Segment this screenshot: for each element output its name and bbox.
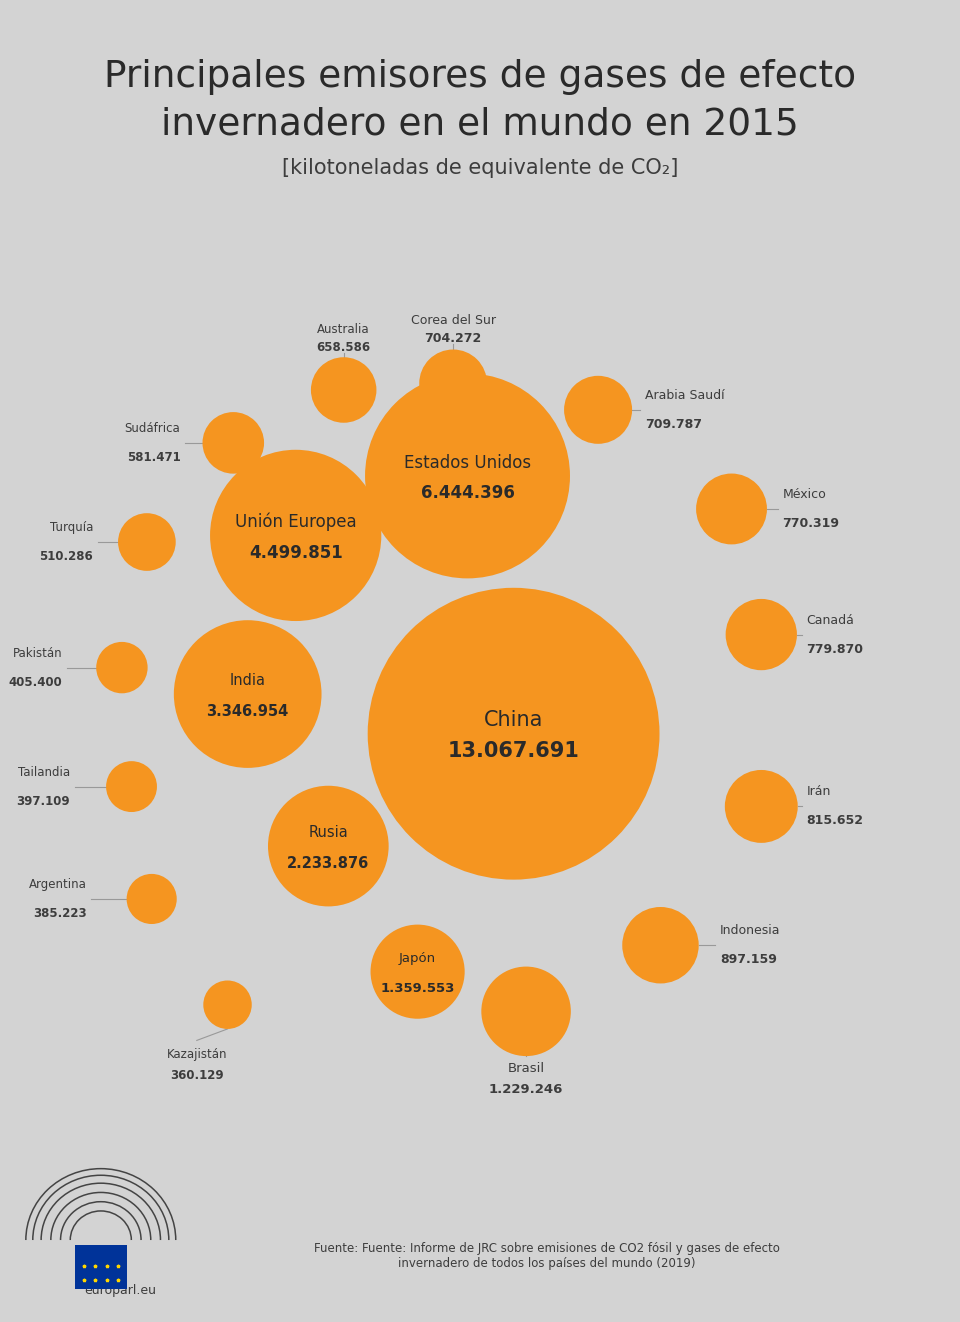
Text: 897.159: 897.159 bbox=[720, 953, 777, 966]
Text: Estados Unidos: Estados Unidos bbox=[404, 453, 531, 472]
Text: Corea del Sur: Corea del Sur bbox=[411, 313, 495, 327]
Text: Canadá: Canadá bbox=[806, 613, 854, 627]
Text: 385.223: 385.223 bbox=[33, 907, 86, 920]
Ellipse shape bbox=[96, 642, 148, 693]
Text: 3.346.954: 3.346.954 bbox=[206, 703, 289, 719]
Bar bbox=[75, 1245, 127, 1289]
Text: China: China bbox=[484, 710, 543, 731]
Text: 510.286: 510.286 bbox=[39, 550, 93, 563]
Ellipse shape bbox=[420, 349, 487, 418]
Text: Tailandia: Tailandia bbox=[18, 765, 70, 779]
Ellipse shape bbox=[203, 412, 264, 473]
Text: Arabia Saudí: Arabia Saudí bbox=[645, 389, 725, 402]
Text: Principales emisores de gases de efecto: Principales emisores de gases de efecto bbox=[104, 58, 856, 95]
Ellipse shape bbox=[368, 588, 660, 879]
Text: Irán: Irán bbox=[806, 785, 830, 798]
Text: Australia: Australia bbox=[318, 323, 370, 336]
Text: 397.109: 397.109 bbox=[16, 795, 70, 808]
Ellipse shape bbox=[622, 907, 699, 984]
Ellipse shape bbox=[174, 620, 322, 768]
Text: 360.129: 360.129 bbox=[170, 1069, 224, 1083]
Text: 405.400: 405.400 bbox=[9, 676, 62, 689]
Text: [kilotoneladas de equivalente de CO₂]: [kilotoneladas de equivalente de CO₂] bbox=[282, 157, 678, 178]
Text: Unión Europea: Unión Europea bbox=[235, 513, 356, 531]
Text: 779.870: 779.870 bbox=[806, 642, 863, 656]
Text: India: India bbox=[229, 673, 266, 689]
Text: México: México bbox=[782, 488, 827, 501]
Text: 2.233.876: 2.233.876 bbox=[287, 855, 370, 871]
Text: 1.359.553: 1.359.553 bbox=[380, 982, 455, 995]
Text: 4.499.851: 4.499.851 bbox=[249, 543, 343, 562]
Text: europarl.eu: europarl.eu bbox=[84, 1284, 156, 1297]
Ellipse shape bbox=[127, 874, 177, 924]
Text: Kazajistán: Kazajistán bbox=[166, 1048, 228, 1062]
Ellipse shape bbox=[311, 357, 376, 423]
Ellipse shape bbox=[210, 449, 381, 621]
Ellipse shape bbox=[365, 373, 570, 579]
Text: 6.444.396: 6.444.396 bbox=[420, 484, 515, 502]
Text: invernadero en el mundo en 2015: invernadero en el mundo en 2015 bbox=[161, 106, 799, 143]
Text: 581.471: 581.471 bbox=[127, 451, 180, 464]
Text: 1.229.246: 1.229.246 bbox=[489, 1083, 564, 1096]
Ellipse shape bbox=[204, 981, 252, 1029]
Text: 13.067.691: 13.067.691 bbox=[447, 740, 580, 761]
Ellipse shape bbox=[118, 513, 176, 571]
Text: 770.319: 770.319 bbox=[782, 517, 839, 530]
Text: Brasil: Brasil bbox=[508, 1062, 544, 1075]
Text: Rusia: Rusia bbox=[308, 825, 348, 841]
Ellipse shape bbox=[696, 473, 767, 545]
Text: Fuente: Fuente: Informe de JRC sobre emisiones de CO2 fósil y gases de efecto
in: Fuente: Fuente: Informe de JRC sobre emi… bbox=[314, 1241, 780, 1270]
Text: 658.586: 658.586 bbox=[317, 341, 371, 354]
Text: 815.652: 815.652 bbox=[806, 814, 863, 828]
Text: Japón: Japón bbox=[399, 952, 436, 965]
Text: Argentina: Argentina bbox=[29, 878, 86, 891]
Text: Pakistán: Pakistán bbox=[12, 646, 62, 660]
Ellipse shape bbox=[371, 924, 465, 1019]
Ellipse shape bbox=[481, 966, 571, 1056]
Ellipse shape bbox=[107, 761, 156, 812]
Text: Sudáfrica: Sudáfrica bbox=[125, 422, 180, 435]
Text: Turquía: Turquía bbox=[50, 521, 93, 534]
Text: 704.272: 704.272 bbox=[424, 332, 482, 345]
Ellipse shape bbox=[268, 785, 389, 907]
Ellipse shape bbox=[725, 769, 798, 843]
Ellipse shape bbox=[564, 375, 632, 444]
Text: 709.787: 709.787 bbox=[645, 418, 702, 431]
Text: Indonesia: Indonesia bbox=[720, 924, 780, 937]
Ellipse shape bbox=[726, 599, 797, 670]
